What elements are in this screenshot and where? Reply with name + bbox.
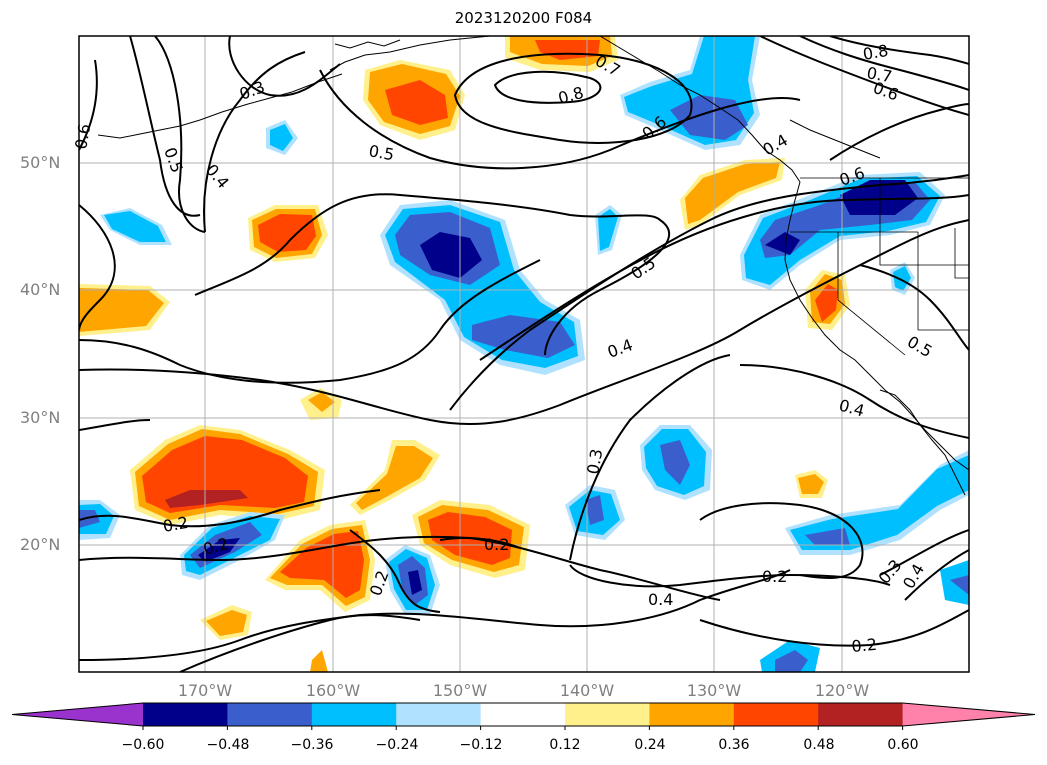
contour-label-3: 0.4: [202, 160, 233, 192]
colorbar-tick-label: −0.60: [121, 737, 165, 753]
contours: [79, 36, 969, 672]
contour-label-21: 0.4: [648, 590, 673, 609]
positive-blob-subtropics-west: [130, 425, 325, 525]
contour-label-25: 0.4: [899, 560, 928, 592]
lon-label-140w: 140°W: [559, 681, 615, 700]
colorbar-tick-label: 0.60: [887, 737, 919, 753]
colorbar-tick-label: −0.48: [206, 737, 250, 753]
contour-label-27: 0.4: [837, 396, 867, 421]
contour-label-17: 0.2: [161, 513, 189, 536]
positive-blob-california: [805, 270, 850, 330]
contour-label-12: 0.6: [871, 78, 901, 105]
lon-label-170w: 170°W: [177, 681, 233, 700]
colorbar-segment: [565, 703, 650, 726]
lat-label-40n: 40°N: [20, 280, 61, 299]
contour-label-4: 0.5: [367, 141, 395, 164]
positive-blob-pnw: [680, 158, 785, 230]
colorbar-segment: [227, 703, 313, 726]
colorbar-tick-label: −0.12: [459, 737, 503, 753]
colorbar-segment: [143, 703, 228, 726]
positive-blob-west: [79, 284, 170, 336]
shaded-fields: [79, 36, 969, 672]
lon-label-150w: 150°W: [432, 681, 488, 700]
plot-frame: [78, 35, 970, 673]
contour-label-20: 0.2: [484, 535, 509, 554]
colorbar-extend-max: [902, 703, 1035, 726]
negative-blob-north-pacific: [380, 200, 585, 375]
positive-blob-midpac: [248, 205, 328, 262]
positive-blob-small-30n: [300, 388, 342, 420]
colorbar-segment: [649, 703, 735, 726]
colorbar-segment: [311, 703, 397, 726]
colorbar-tick-label: 0.12: [549, 737, 581, 753]
contour-label-5: 0.6: [71, 122, 94, 150]
state-borders: [790, 177, 969, 356]
colorbar-tick-label: 0.48: [803, 737, 835, 753]
positive-blob-east-hawaii: [350, 440, 440, 515]
contour-label-6: 0.8: [556, 83, 586, 108]
colorbar-segment: [480, 703, 566, 726]
colorbar-tick-label: −0.24: [375, 737, 419, 753]
positive-blob-small-south: [200, 470, 828, 672]
contour-label-23: 0.2: [851, 635, 878, 656]
colorbar-tick-label: 0.36: [718, 737, 750, 753]
colorbar-segment: [733, 703, 819, 726]
graticule: [79, 36, 969, 672]
colorbar-segment: [818, 703, 904, 726]
contour-label-10: 0.8: [861, 41, 889, 64]
contour-label-2: 0.5: [160, 145, 187, 175]
lon-label-120w: 120°W: [814, 681, 870, 700]
lat-label-20n: 20°N: [20, 535, 61, 554]
contour-label-22: 0.2: [762, 567, 787, 586]
negative-blob-gulf-alaska: [620, 36, 760, 150]
lat-label-50n: 50°N: [20, 153, 61, 172]
colorbar-tick-label: 0.24: [634, 737, 666, 753]
negative-blob-hawaii: [385, 545, 440, 615]
positive-blob-aleutian: [363, 60, 465, 140]
contour-label-16: 0.3: [583, 447, 606, 475]
map-title: 2023120200 F084: [454, 9, 593, 27]
negative-blob-small-west: [100, 120, 915, 295]
positive-blob-hawaii: [265, 520, 375, 612]
lon-label-130w: 130°W: [686, 681, 742, 700]
contour-label-9: 0.4: [760, 130, 792, 159]
colorbar-segment: [396, 703, 482, 726]
contour-label-15: 0.4: [605, 335, 635, 362]
lon-label-160w: 160°W: [305, 681, 361, 700]
colorbar-extend-min: [12, 703, 143, 726]
colorbar-tick-label: −0.36: [290, 737, 334, 753]
colorbar: [11, 702, 1036, 730]
contour-label-26: 0.5: [904, 332, 936, 361]
contour-label-11: 0.7: [865, 63, 893, 86]
lat-label-30n: 30°N: [20, 408, 61, 427]
negative-blob-subtropics: [565, 425, 969, 672]
